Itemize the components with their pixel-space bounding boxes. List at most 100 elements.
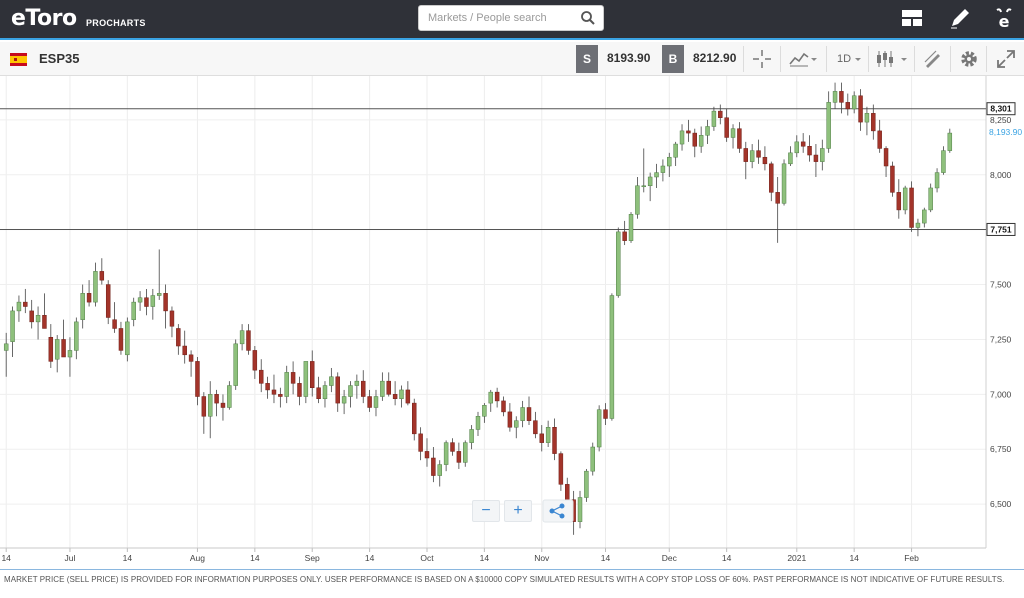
candle <box>609 293 615 421</box>
candle-body <box>48 336 54 362</box>
candle <box>698 126 704 153</box>
candle-body <box>246 330 251 351</box>
candle-body <box>896 192 902 211</box>
candle <box>348 381 353 408</box>
search-box[interactable]: Markets / People search <box>418 5 604 31</box>
candle <box>144 288 149 316</box>
etoro-e-icon[interactable]: e <box>992 6 1016 30</box>
x-tick-label: 14 <box>123 553 133 563</box>
candle-body <box>112 319 117 329</box>
candle <box>386 372 391 397</box>
interval-selector[interactable]: 1D <box>837 53 852 65</box>
candle <box>284 365 289 404</box>
buy-price[interactable]: 8212.90 <box>693 51 737 65</box>
candle <box>711 106 717 131</box>
fullscreen-icon[interactable] <box>995 48 1017 70</box>
candle <box>361 370 366 404</box>
candle-body <box>928 187 933 211</box>
crosshair-icon[interactable] <box>751 48 773 70</box>
candle-body <box>380 380 385 397</box>
chevron-down-icon[interactable] <box>808 48 820 70</box>
candle-body <box>297 383 302 397</box>
sell-price[interactable]: 8193.90 <box>607 51 651 65</box>
candle <box>826 91 831 153</box>
candle <box>316 376 321 404</box>
horizontal-lines <box>0 108 986 230</box>
candle <box>297 376 302 406</box>
sell-button[interactable]: S <box>576 45 598 73</box>
candle-body <box>520 407 525 421</box>
candle-body <box>35 315 41 323</box>
candle-body <box>724 117 729 138</box>
chevron-down-icon[interactable] <box>852 48 864 70</box>
candle-body <box>533 420 538 435</box>
candle-body <box>539 433 544 443</box>
divider <box>986 46 987 72</box>
divider <box>950 46 951 72</box>
search-icon[interactable] <box>580 10 596 26</box>
candle-body <box>718 110 723 118</box>
candle-body <box>794 141 800 154</box>
candle <box>654 163 659 188</box>
candle-body <box>871 113 876 132</box>
layout-icon[interactable] <box>900 6 924 30</box>
candle-body <box>941 150 946 173</box>
candle-body <box>667 156 672 167</box>
candle-body <box>711 110 717 127</box>
buy-button[interactable]: B <box>662 45 684 73</box>
chevron-down-icon[interactable] <box>898 48 910 70</box>
zoom-out-button[interactable]: − <box>472 500 500 522</box>
chart-type-icon[interactable] <box>788 48 810 70</box>
candle-body <box>565 484 570 503</box>
candlestick-icon[interactable] <box>874 48 896 70</box>
candle <box>781 159 787 206</box>
candle <box>207 381 213 439</box>
candle <box>743 141 749 180</box>
x-tick-label: Feb <box>904 553 919 563</box>
price-chart[interactable]: 6,500 6,750 7,000 7,250 7,500 8,000 8,250 14 Ju… <box>0 76 1024 569</box>
zoom-in-button[interactable]: + <box>504 500 532 522</box>
etoro-logo[interactable]: eToro <box>11 6 77 31</box>
candle <box>941 146 946 175</box>
candle-body <box>220 402 226 408</box>
share-button[interactable] <box>542 499 574 523</box>
candle-body <box>514 420 519 428</box>
candle <box>794 135 800 158</box>
x-axis-labels: 14 Jul 14 Aug 14 Sep 14 Oct 14 Nov 14 Dec 14 2021 14 Fe… <box>1 553 919 563</box>
candle <box>278 387 283 408</box>
candle-body <box>909 187 914 228</box>
candle-body <box>762 156 768 165</box>
candle-body <box>42 315 47 329</box>
candle-body <box>182 345 187 356</box>
candle <box>928 183 933 213</box>
svg-text:e: e <box>999 12 1010 30</box>
candle-body <box>698 135 704 147</box>
candle <box>227 381 232 410</box>
candle-body <box>858 95 863 123</box>
candle-body <box>150 295 156 307</box>
candle <box>628 212 634 243</box>
horizontal-line-label: 8,301 <box>990 104 1012 114</box>
candle-body <box>329 376 334 386</box>
candle-body <box>207 394 213 417</box>
candle <box>10 306 15 358</box>
candle-body <box>144 297 149 307</box>
candle <box>29 299 34 329</box>
candle <box>67 337 73 377</box>
gear-icon[interactable] <box>958 48 980 70</box>
x-tick-label: 14 <box>849 553 859 563</box>
x-tick-label: Dec <box>662 553 678 563</box>
x-tick-label: 14 <box>1 553 11 563</box>
candle <box>367 389 372 412</box>
search-input[interactable]: Markets / People search <box>428 12 547 24</box>
candle-body <box>105 284 111 318</box>
candle-body <box>475 416 481 430</box>
y-axis-labels: 6,500 6,750 7,000 7,250 7,500 8,000 8,250 <box>990 115 1012 509</box>
divider <box>914 46 915 72</box>
candle <box>201 392 207 434</box>
edit-pencil-icon[interactable] <box>948 6 972 30</box>
candle <box>405 381 411 406</box>
y-tick-label: 8,000 <box>990 170 1012 180</box>
drawing-tools-icon[interactable] <box>922 48 944 70</box>
candle <box>545 420 551 448</box>
